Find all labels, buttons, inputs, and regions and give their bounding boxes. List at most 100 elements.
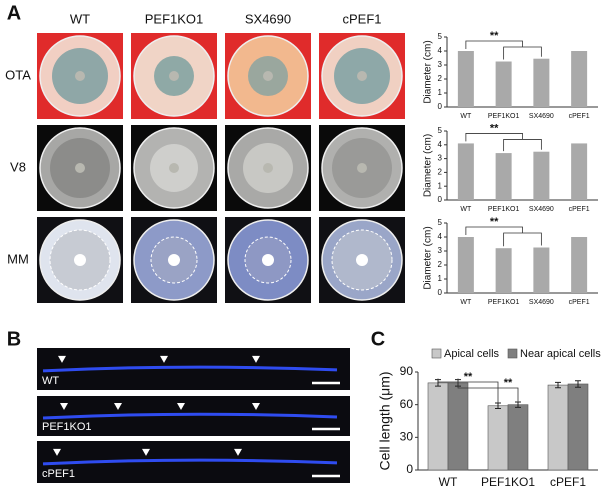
y-tick-label: 0 — [438, 102, 443, 111]
inoculum — [75, 71, 85, 81]
inoculum — [357, 163, 367, 173]
y-tick-label: 4 — [438, 232, 443, 241]
arrowhead — [234, 448, 242, 456]
error-bar — [555, 381, 561, 389]
y-tick-label: 5 — [438, 218, 443, 227]
y-tick-label: 1 — [438, 274, 443, 283]
bar — [457, 51, 474, 107]
x-tick-label: PEF1KO1 — [488, 113, 520, 120]
bar — [457, 143, 474, 200]
arrowhead — [252, 355, 260, 363]
bar — [547, 384, 569, 471]
inoculum — [262, 254, 274, 266]
x-tick-label: SX4690 — [529, 206, 554, 213]
error-bar — [515, 401, 521, 408]
bar — [571, 237, 588, 293]
error-bar — [495, 402, 501, 409]
inoculum — [169, 71, 179, 81]
panel-label: B — [7, 328, 21, 350]
bar — [447, 382, 469, 471]
bar — [427, 382, 449, 471]
y-tick-label: 2 — [438, 74, 443, 83]
row-label: OTA — [5, 67, 31, 82]
y-tick-label: 4 — [438, 46, 443, 55]
column-label: cPEF1 — [342, 11, 381, 26]
arrowhead — [142, 448, 150, 456]
significance-bracket — [437, 378, 499, 403]
x-tick-label: PEF1KO1 — [481, 475, 535, 489]
y-axis-label: Cell length (μm) — [377, 371, 393, 470]
inoculum — [263, 163, 273, 173]
x-tick-label: WT — [439, 475, 458, 489]
y-tick-label: 0 — [438, 288, 443, 297]
legend-label: Near apical cells — [520, 348, 601, 360]
legend-label: Apical cells — [444, 348, 500, 360]
column-label: SX4690 — [245, 11, 291, 26]
y-tick-label: 60 — [400, 397, 414, 411]
x-tick-label: PEF1KO1 — [488, 299, 520, 306]
significance-bracket — [465, 40, 542, 60]
hypha-label: WT — [42, 375, 59, 387]
row-label: MM — [7, 251, 29, 266]
x-tick-label: WT — [460, 299, 472, 306]
x-tick-label: WT — [460, 206, 472, 213]
x-tick-label: SX4690 — [529, 299, 554, 306]
x-tick-label: SX4690 — [529, 113, 554, 120]
y-tick-label: 3 — [438, 60, 443, 69]
y-tick-label: 5 — [438, 126, 443, 135]
bar — [533, 151, 550, 200]
arrowhead — [114, 403, 122, 410]
y-tick-label: 0 — [438, 195, 443, 204]
bar — [533, 247, 550, 293]
bar — [495, 153, 512, 200]
legend-swatch — [507, 348, 518, 359]
x-tick-label: cPEF1 — [569, 113, 590, 120]
hypha — [42, 458, 338, 466]
x-tick-label: PEF1KO1 — [488, 206, 520, 213]
y-axis-label: Diameter (cm) — [423, 226, 434, 289]
inoculum — [263, 71, 273, 81]
x-tick-label: cPEF1 — [569, 206, 590, 213]
y-tick-label: 3 — [438, 246, 443, 255]
error-bar — [575, 380, 581, 388]
y-axis-label: Diameter (cm) — [423, 40, 434, 103]
bar — [495, 61, 512, 107]
inoculum — [356, 254, 368, 266]
y-axis-label: Diameter (cm) — [423, 134, 434, 197]
row-label: V8 — [10, 159, 26, 174]
y-tick-label: 1 — [438, 88, 443, 97]
inoculum — [357, 71, 367, 81]
bar — [457, 237, 474, 293]
y-tick-label: 0 — [406, 462, 413, 476]
panel-label: C — [371, 328, 385, 350]
significance-bracket — [457, 378, 519, 402]
bar — [487, 405, 509, 471]
y-tick-label: 1 — [438, 181, 443, 190]
significance-label: ** — [490, 30, 499, 42]
bar — [571, 143, 588, 200]
significance-bracket — [465, 226, 542, 247]
column-label: WT — [70, 11, 90, 26]
y-tick-label: 90 — [400, 364, 414, 378]
arrowhead — [53, 448, 61, 456]
bar — [533, 58, 550, 107]
arrowhead — [177, 403, 185, 410]
y-tick-label: 3 — [438, 154, 443, 163]
colony-edge — [150, 236, 198, 284]
x-tick-label: cPEF1 — [569, 299, 590, 306]
arrowhead — [160, 355, 168, 363]
legend-swatch — [431, 348, 442, 359]
inoculum — [75, 163, 85, 173]
colony-edge — [331, 229, 393, 291]
inoculum — [74, 254, 86, 266]
panel-label: A — [7, 2, 21, 24]
y-tick-label: 2 — [438, 260, 443, 269]
arrowhead — [252, 403, 260, 410]
colony-edge — [49, 229, 111, 291]
y-tick-label: 4 — [438, 140, 443, 149]
arrowhead — [58, 355, 66, 363]
hypha-label: cPEF1 — [42, 468, 75, 480]
y-tick-label: 5 — [438, 32, 443, 41]
significance-label: ** — [464, 371, 473, 383]
